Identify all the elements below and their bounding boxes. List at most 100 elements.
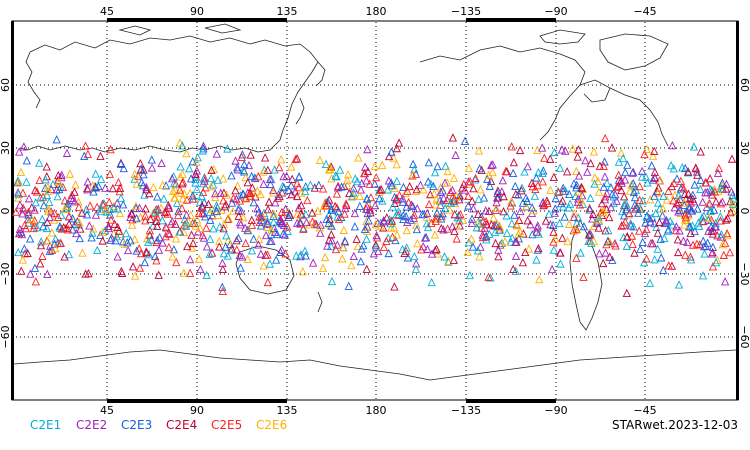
observation-marker [43, 269, 52, 278]
observation-marker [578, 184, 587, 193]
observation-marker [218, 258, 227, 267]
observation-marker [152, 256, 161, 265]
observation-marker [572, 183, 581, 192]
observation-marker [443, 178, 452, 187]
observation-marker [247, 215, 256, 224]
observation-marker [96, 204, 105, 213]
observation-marker [648, 151, 658, 160]
observation-marker [426, 179, 435, 188]
observation-marker [636, 204, 645, 213]
observation-marker [113, 222, 122, 232]
observation-marker [205, 234, 215, 243]
observation-marker [558, 196, 567, 205]
top-tick-minus45: −45 [633, 5, 656, 18]
observation-marker [416, 180, 425, 189]
observation-marker [392, 209, 401, 219]
observation-marker [55, 223, 65, 232]
observation-marker [417, 245, 426, 254]
observation-marker [240, 159, 249, 169]
observation-marker [117, 266, 126, 276]
observation-marker [153, 221, 162, 230]
observation-marker [219, 196, 228, 205]
observation-marker [292, 251, 301, 260]
observation-marker [19, 142, 28, 151]
observation-marker [116, 193, 126, 202]
observation-marker [623, 160, 632, 169]
observation-marker [130, 169, 139, 178]
observation-marker [431, 245, 440, 255]
observation-marker [574, 145, 583, 154]
left-tick-0: 0 [0, 208, 12, 215]
observation-marker [627, 180, 636, 189]
observation-marker [371, 240, 380, 249]
observation-marker [453, 213, 462, 222]
atlantic-na-coast [609, 87, 669, 147]
observation-marker [392, 176, 402, 185]
observation-marker [642, 212, 651, 221]
observation-marker [719, 250, 728, 259]
observation-marker [269, 185, 278, 194]
observation-marker [241, 238, 250, 248]
observation-marker [261, 153, 270, 162]
coastlines [13, 23, 737, 381]
observation-marker [145, 188, 154, 198]
observation-marker [132, 179, 141, 188]
observation-marker [690, 226, 699, 236]
observation-marker [136, 212, 145, 221]
observation-marker [576, 248, 585, 257]
observation-marker [178, 141, 187, 150]
observation-marker [573, 152, 582, 161]
observation-marker [486, 273, 495, 282]
observation-marker [70, 197, 79, 206]
observation-marker [437, 223, 446, 233]
observation-marker [265, 174, 275, 183]
observation-marker [105, 197, 114, 206]
observation-marker [176, 162, 185, 171]
observation-marker [23, 214, 33, 224]
observation-marker [142, 182, 151, 192]
observation-marker [233, 181, 242, 190]
observation-marker [579, 222, 589, 231]
observation-marker [601, 192, 610, 201]
observation-marker [371, 200, 380, 210]
observation-marker [238, 252, 247, 261]
observation-marker [306, 180, 315, 189]
observation-marker [191, 174, 200, 184]
observation-marker [571, 191, 580, 200]
observation-marker [132, 246, 141, 255]
observation-marker [97, 174, 106, 183]
observation-marker [430, 168, 440, 177]
observation-marker [355, 191, 364, 200]
observation-marker [483, 174, 492, 183]
observation-marker [382, 236, 391, 245]
observation-marker [332, 189, 342, 198]
observation-marker [64, 212, 73, 221]
observation-marker [350, 208, 359, 218]
observation-marker [387, 216, 397, 225]
observation-marker [520, 167, 529, 176]
observation-marker [143, 234, 152, 243]
observation-marker [561, 146, 570, 155]
observation-marker [349, 183, 358, 193]
observation-marker [558, 233, 567, 242]
observation-marker [176, 172, 185, 181]
observation-marker [476, 242, 485, 251]
observation-marker [469, 184, 478, 193]
observation-marker [277, 207, 286, 216]
observation-marker [681, 250, 690, 259]
observation-marker [263, 277, 272, 287]
observation-marker [541, 216, 551, 225]
observation-marker [725, 247, 735, 257]
top-tick-135: 135 [277, 5, 298, 18]
observation-marker [17, 266, 26, 275]
observation-marker [705, 174, 715, 183]
observation-marker [658, 204, 668, 213]
observation-marker [158, 215, 167, 225]
observation-marker [594, 212, 603, 221]
observation-marker [392, 143, 401, 153]
observation-marker [501, 166, 510, 176]
observation-marker [44, 206, 53, 216]
observation-marker [379, 223, 388, 232]
observation-marker [458, 183, 467, 192]
observation-marker [680, 198, 689, 207]
